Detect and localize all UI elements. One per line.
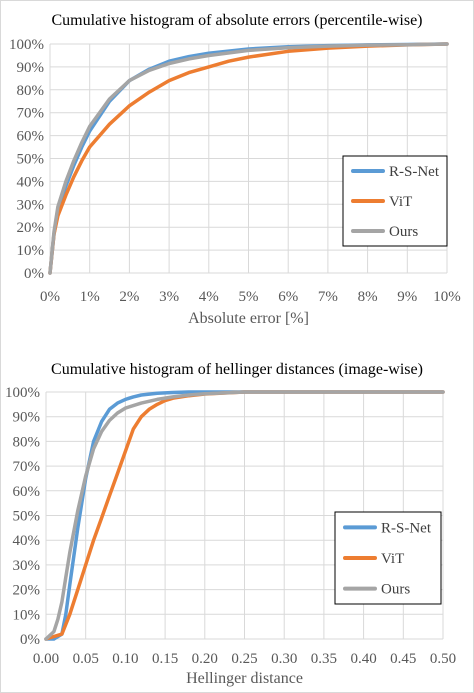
legend-entry: Ours	[381, 582, 410, 598]
absolute-error-chart: Cumulative histogram of absolute errors …	[9, 12, 461, 327]
x-tick-label: 0.05	[73, 651, 99, 667]
x-tick-label: 2%	[119, 289, 139, 305]
x-tick-label: 9%	[397, 289, 417, 305]
x-tick-label: 0.10	[112, 651, 138, 667]
x-tick-label: 7%	[318, 289, 338, 305]
hellinger-distance-chart: Cumulative histogram of hellinger distan…	[5, 361, 456, 687]
y-tick-label: 50%	[13, 509, 41, 525]
y-tick-label: 100%	[9, 37, 44, 53]
x-tick-label: 0.50	[430, 651, 456, 667]
y-tick-label: 20%	[17, 220, 45, 236]
series-line-ours	[48, 42, 449, 275]
series-line-vit	[48, 42, 449, 275]
y-tick-label: 10%	[17, 243, 45, 259]
x-axis-label: Hellinger distance	[186, 670, 303, 687]
x-tick-label: 0.25	[231, 651, 257, 667]
y-tick-label: 50%	[17, 152, 45, 168]
x-tick-label: 0.40	[350, 651, 376, 667]
y-tick-label: 90%	[17, 60, 45, 76]
legend-entry: R-S-Net	[389, 164, 440, 180]
x-tick-label: 1%	[80, 289, 100, 305]
x-tick-label: 0.45	[390, 651, 416, 667]
x-tick-label: 0.35	[311, 651, 337, 667]
y-tick-label: 40%	[17, 174, 45, 190]
legend-entry: ViT	[381, 551, 404, 567]
y-tick-label: 60%	[17, 129, 45, 145]
chart-title: Cumulative histogram of hellinger distan…	[51, 361, 423, 378]
y-tick-label: 80%	[13, 434, 41, 450]
y-tick-label: 80%	[17, 83, 45, 99]
legend-entry: Ours	[389, 224, 418, 240]
legend-entry: R-S-Net	[381, 520, 432, 536]
chart-title: Cumulative histogram of absolute errors …	[52, 12, 423, 29]
x-tick-label: 4%	[199, 289, 219, 305]
x-tick-label: 0%	[40, 289, 60, 305]
y-tick-label: 0%	[24, 266, 44, 282]
x-tick-label: 3%	[159, 289, 179, 305]
x-tick-label: 0.15	[152, 651, 178, 667]
x-tick-label: 0.00	[33, 651, 59, 667]
y-tick-label: 100%	[5, 385, 40, 401]
legend-entry: ViT	[389, 194, 412, 210]
x-tick-label: 0.30	[271, 651, 297, 667]
y-tick-label: 70%	[17, 106, 45, 122]
series-line-r-s-net	[44, 390, 445, 641]
y-tick-label: 30%	[17, 197, 45, 213]
y-tick-label: 40%	[13, 533, 41, 549]
y-tick-label: 90%	[13, 410, 41, 426]
y-tick-label: 30%	[13, 558, 41, 574]
x-axis-label: Absolute error [%]	[188, 310, 309, 327]
x-tick-label: 5%	[239, 289, 259, 305]
series-line-ours	[44, 390, 445, 641]
x-tick-label: 8%	[358, 289, 378, 305]
y-tick-label: 0%	[20, 632, 40, 648]
y-tick-label: 60%	[13, 484, 41, 500]
y-tick-label: 20%	[13, 583, 41, 599]
x-tick-label: 0.20	[192, 651, 218, 667]
y-tick-label: 70%	[13, 459, 41, 475]
y-tick-label: 10%	[13, 607, 41, 623]
x-tick-label: 6%	[278, 289, 298, 305]
x-tick-label: 10%	[433, 289, 461, 305]
